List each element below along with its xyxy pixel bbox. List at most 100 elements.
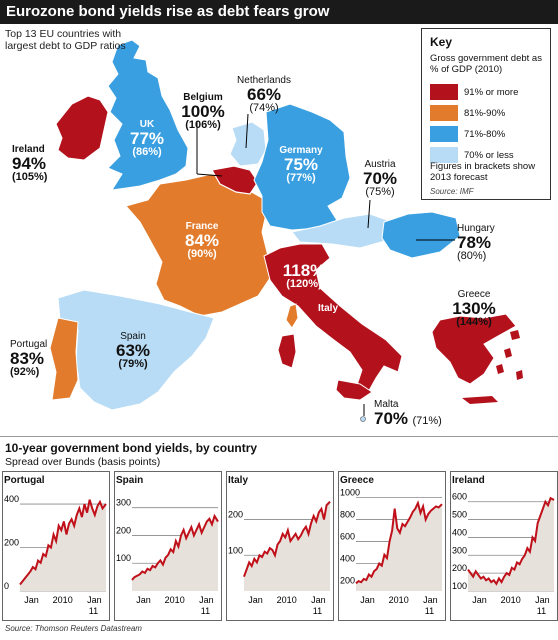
label-malta: Malta 70% (71%)	[374, 400, 442, 428]
key-swatch-91-plus	[430, 84, 458, 100]
chart-portugal: 0 200 400 Jan 2010 Jan 11 Portugal	[2, 471, 112, 621]
label-forecast: (120%)	[286, 278, 322, 290]
pointer-line-austria	[367, 199, 371, 229]
key-title: Key	[430, 35, 453, 49]
y-tick-label: 200	[228, 510, 243, 520]
key-label-91-plus: 91% or more	[464, 87, 519, 98]
pointer-line-belgium-h	[196, 173, 223, 177]
label-name: UK	[139, 119, 155, 130]
series-line	[131, 513, 219, 581]
label-forecast: (79%)	[118, 358, 148, 370]
country-shape-malta	[360, 416, 366, 422]
label-forecast: (77%)	[286, 172, 316, 184]
label-greece: Greece 130% (144%)	[448, 290, 500, 328]
y-tick-label: 600	[452, 492, 467, 502]
x-tick-label: 2010	[277, 595, 297, 605]
chart-title: Italy	[228, 475, 249, 486]
key-label-70-less: 70% or less	[464, 150, 514, 161]
chart-italy: 100 200 Jan 2010 Jan 11 Italy	[226, 471, 336, 621]
chart-title: Spain	[116, 475, 144, 486]
label-pct: 78%	[457, 233, 492, 252]
country-shape-ireland	[55, 95, 109, 161]
label-portugal: Portugal 83% (92%)	[10, 340, 47, 378]
label-pct: 130%	[452, 299, 496, 318]
country-shape-netherlands	[229, 121, 267, 167]
y-tick-label: 200	[452, 563, 467, 573]
label-name: Spain	[120, 331, 146, 342]
label-italy-value: 118% (120%)	[280, 262, 328, 290]
x-tick-label: 11	[313, 606, 322, 616]
label-forecast: (86%)	[132, 146, 162, 158]
label-uk: UK 77% (86%)	[126, 120, 168, 158]
country-shape-crete	[462, 396, 498, 404]
label-ireland: Ireland 94% (105%)	[12, 145, 47, 183]
label-forecast: (90%)	[187, 248, 217, 260]
key-note: Figures in brackets show 2013 forecast	[430, 161, 536, 183]
y-tick-label: 100	[228, 545, 243, 555]
label-name: France	[185, 221, 219, 232]
y-tick-label: 400	[452, 527, 467, 537]
y-tick-label: 400	[4, 494, 19, 504]
y-tick-label: 600	[340, 532, 355, 542]
map-area	[0, 24, 558, 436]
series-area	[468, 498, 554, 591]
country-shape-italy	[263, 243, 403, 397]
x-tick-label: 2010	[501, 595, 521, 605]
charts-source: Source: Thomson Reuters Datastream	[5, 624, 142, 633]
page-title: Eurozone bond yields rise as debt fears …	[6, 3, 330, 20]
y-tick-label: 1000	[340, 488, 360, 498]
y-tick-label: 300	[116, 498, 131, 508]
series-line	[243, 501, 331, 578]
chart-greece: 200 400 600 800 1000 Jan 2010 Jan 11 Greece	[338, 471, 448, 621]
x-tick-label: Jan	[136, 595, 151, 605]
label-pct: 75%	[283, 155, 319, 174]
y-tick-label: 200	[116, 525, 131, 535]
label-forecast: (71%)	[412, 415, 442, 427]
label-name: Germany	[279, 145, 323, 156]
x-tick-label: 2010	[53, 595, 73, 605]
label-forecast: (75%)	[365, 186, 395, 198]
label-forecast: (106%)	[185, 119, 221, 131]
label-spain: Spain 63% (79%)	[110, 332, 156, 370]
country-shape-corsica	[285, 303, 299, 329]
key-label-81-90: 81%-90%	[464, 108, 506, 119]
label-name: Malta	[374, 399, 399, 410]
key-swatch-71-80	[430, 126, 458, 142]
y-tick-label: 100	[116, 553, 131, 563]
label-malta-values: 70% (71%)	[374, 409, 442, 428]
label-pct: 100%	[181, 102, 225, 121]
x-tick-label: 2010	[389, 595, 409, 605]
key-description: Gross government debt as % of GDP (2010)	[430, 53, 542, 75]
y-tick-label: 400	[340, 554, 355, 564]
y-tick-label: 200	[340, 576, 355, 586]
title-bar: Eurozone bond yields rise as debt fears …	[0, 0, 558, 24]
map-subtitle: Top 13 EU countries with largest debt to…	[5, 28, 126, 52]
label-forecast: (74%)	[249, 102, 279, 114]
pointer-line-netherlands	[245, 113, 249, 149]
country-shape-greek-islands	[496, 330, 523, 380]
label-pct: 70%	[374, 409, 409, 428]
label-pct: 70%	[362, 169, 398, 188]
label-name: Italy	[318, 303, 339, 314]
x-tick-label: 2010	[165, 595, 185, 605]
x-tick-label: Jan	[248, 595, 263, 605]
label-austria: Austria 70% (75%)	[360, 160, 400, 198]
x-tick-label: 11	[425, 606, 434, 616]
label-pct: 77%	[129, 129, 165, 148]
charts-subtitle: Spread over Bunds (basis points)	[5, 456, 161, 468]
x-tick-label: 11	[201, 606, 210, 616]
chart-title: Ireland	[452, 475, 485, 486]
y-tick-label: 300	[452, 545, 467, 555]
label-forecast: (105%)	[12, 171, 48, 183]
label-forecast: (80%)	[457, 250, 487, 262]
series-area	[244, 501, 330, 591]
europe-map	[49, 39, 523, 422]
chart-title: Greece	[340, 475, 374, 486]
label-pct: 84%	[184, 231, 220, 250]
label-name: Netherlands	[237, 75, 291, 86]
x-tick-label: 11	[537, 606, 546, 616]
